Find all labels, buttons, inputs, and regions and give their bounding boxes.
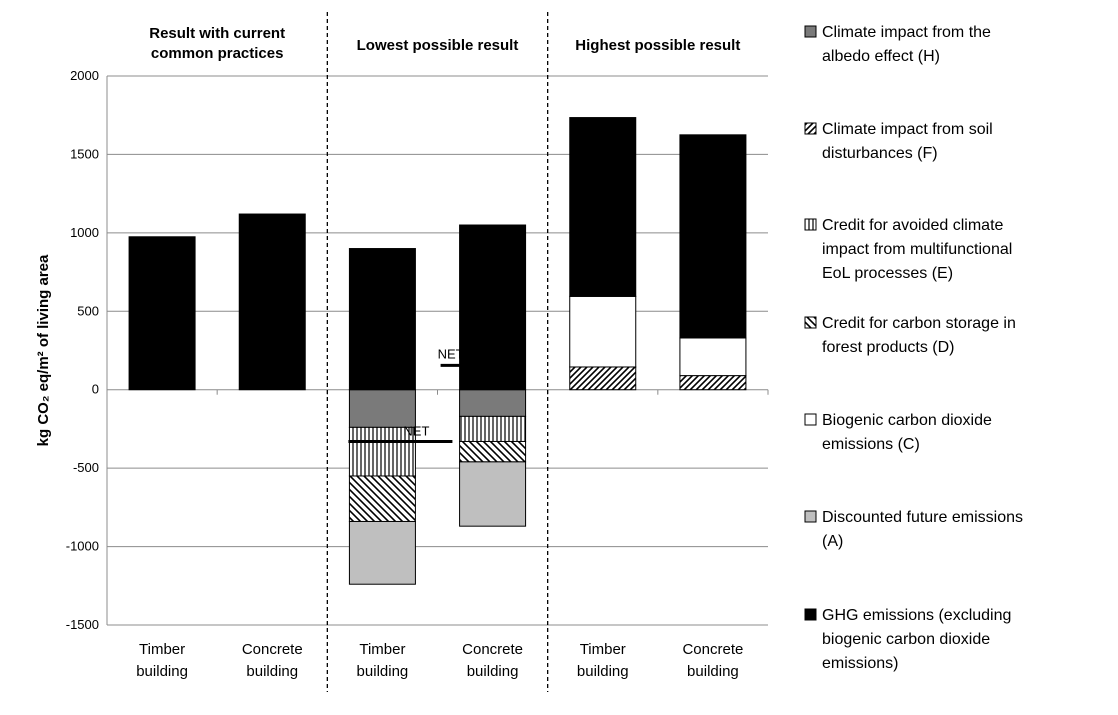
bar-segment-e bbox=[459, 415, 527, 442]
bar-segment-d bbox=[348, 475, 416, 522]
y-tick-label: -1000 bbox=[66, 539, 99, 554]
legend-swatch-c bbox=[804, 413, 817, 426]
legend-entry-c: Biogenic carbon dioxide bbox=[822, 412, 992, 429]
group-title: Lowest possible result bbox=[357, 37, 519, 54]
y-axis-label: kg CO₂ eq/m² of living area bbox=[35, 254, 52, 446]
legend-entry-f: Climate impact from soil bbox=[822, 121, 993, 138]
bar-segment-c bbox=[679, 337, 747, 377]
legend-swatch-d bbox=[804, 316, 817, 329]
annotations: NET NET bbox=[348, 346, 464, 443]
y-tick-label: 500 bbox=[77, 303, 99, 318]
bar-segment-ghg bbox=[459, 224, 527, 391]
legend-entry-h: Climate impact from the bbox=[822, 24, 991, 41]
legend-swatch-a bbox=[804, 510, 817, 523]
bar-segment-a bbox=[459, 461, 527, 527]
y-tick-label: 1500 bbox=[70, 146, 99, 161]
legend-entry-e: EoL processes (E) bbox=[822, 265, 953, 282]
legend-entry-d: forest products (D) bbox=[822, 339, 954, 356]
bar-segment-ghg bbox=[348, 248, 416, 391]
x-category-label: Timber bbox=[580, 641, 626, 658]
y-tick-label: 1000 bbox=[70, 225, 99, 240]
legend-entry-a: Discounted future emissions bbox=[822, 509, 1023, 526]
bar-segment-ghg bbox=[569, 117, 637, 297]
legend: Climate impact from the albedo effect (H)… bbox=[804, 24, 1023, 672]
legend-entry-d: Credit for carbon storage in bbox=[822, 315, 1016, 332]
bar-segment-ghg bbox=[128, 236, 196, 391]
y-tick-label: -1500 bbox=[66, 617, 99, 632]
legend-entry-a: (A) bbox=[822, 533, 843, 550]
y-tick-label: 0 bbox=[92, 382, 99, 397]
legend-swatch-e bbox=[804, 218, 817, 231]
bar-segment-f bbox=[679, 375, 747, 391]
net-label: NET bbox=[403, 423, 429, 438]
gridlines bbox=[107, 75, 768, 626]
legend-entry-ghg: GHG emissions (excluding bbox=[822, 607, 1011, 624]
labels: 2000 1500 1000 500 0 -500 -1000 -1500 Timber buil… bbox=[35, 25, 743, 680]
y-tick-label: -500 bbox=[73, 460, 99, 475]
x-category-label: Concrete bbox=[682, 641, 743, 658]
x-category-label: building bbox=[357, 663, 409, 680]
legend-entry-c: emissions (C) bbox=[822, 436, 920, 453]
legend-swatch-f bbox=[804, 122, 817, 135]
legend-entry-h: albedo effect (H) bbox=[822, 48, 940, 65]
bar-segment-h bbox=[348, 389, 416, 428]
x-category-label: building bbox=[136, 663, 188, 680]
x-category-label: building bbox=[577, 663, 629, 680]
bar-segment-e bbox=[348, 426, 416, 477]
y-tick-label: 2000 bbox=[70, 68, 99, 83]
legend-entry-e: impact from multifunctional bbox=[822, 241, 1012, 258]
x-category-label: building bbox=[246, 663, 298, 680]
x-category-label: Timber bbox=[359, 641, 405, 658]
legend-entry-ghg: emissions) bbox=[822, 655, 898, 672]
axes bbox=[106, 12, 769, 692]
legend-entry-e: Credit for avoided climate bbox=[822, 217, 1004, 234]
x-category-label: building bbox=[687, 663, 739, 680]
bar-segment-c bbox=[569, 295, 637, 368]
legend-entry-ghg: biogenic carbon dioxide bbox=[822, 631, 990, 648]
bar-segment-d bbox=[459, 440, 527, 463]
group-title: Highest possible result bbox=[575, 37, 740, 54]
bar-segment-ghg bbox=[679, 134, 747, 339]
bar-segment-ghg bbox=[238, 213, 306, 391]
net-label: NET bbox=[438, 346, 464, 361]
group-title: Result with current bbox=[149, 25, 285, 42]
legend-entry-f: disturbances (F) bbox=[822, 145, 938, 162]
bars bbox=[128, 117, 747, 585]
x-category-label: Concrete bbox=[242, 641, 303, 658]
bar-segment-f bbox=[569, 366, 637, 391]
legend-swatch-h bbox=[804, 25, 817, 38]
x-category-label: Concrete bbox=[462, 641, 523, 658]
legend-swatch-ghg bbox=[804, 608, 817, 621]
x-category-label: Timber bbox=[139, 641, 185, 658]
bar-segment-h bbox=[459, 389, 527, 417]
group-title: common practices bbox=[151, 45, 284, 62]
bar-segment-a bbox=[348, 520, 416, 585]
x-category-label: building bbox=[467, 663, 519, 680]
